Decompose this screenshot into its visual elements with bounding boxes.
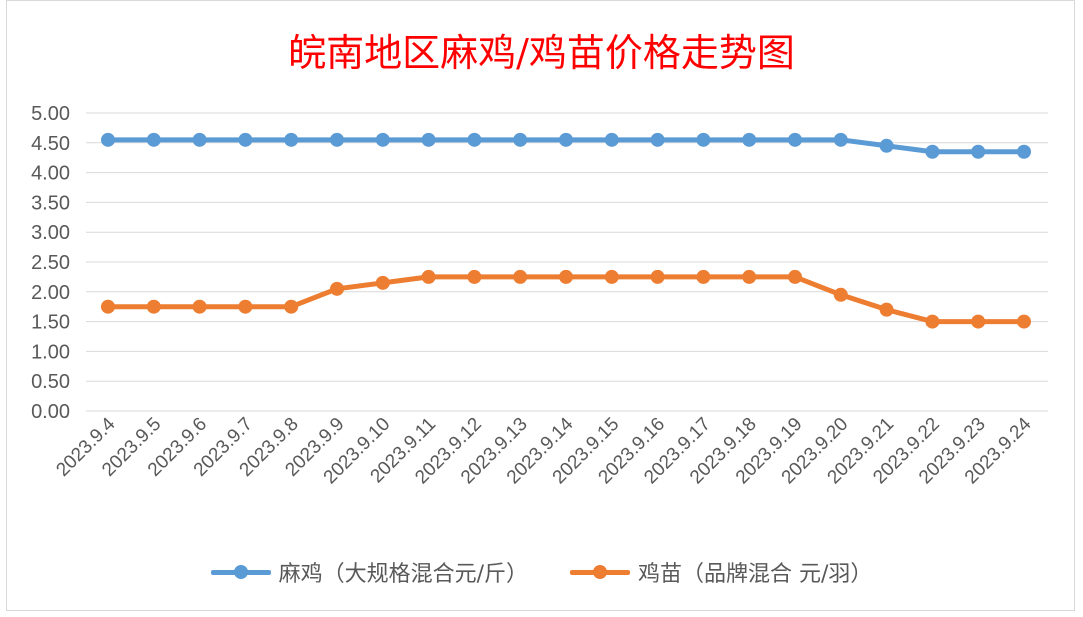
data-point-series-1 (696, 132, 711, 147)
data-point-series-2 (833, 287, 848, 302)
legend-swatch-series-2 (570, 562, 630, 582)
data-point-series-2 (696, 269, 711, 284)
y-tick-label: 3.50 (31, 192, 70, 214)
data-point-series-2 (330, 281, 344, 296)
data-point-series-2 (421, 269, 436, 284)
legend-item-majī: 麻鸡（大规格混合元/斤） (210, 556, 528, 588)
data-point-series-2 (650, 269, 665, 284)
data-point-series-1 (375, 132, 390, 147)
y-tick-label: 4.50 (31, 133, 70, 155)
data-point-series-2 (879, 302, 894, 317)
data-point-series-1 (559, 132, 573, 147)
data-point-series-2 (604, 269, 619, 284)
data-point-series-1 (650, 132, 665, 147)
data-point-series-2 (513, 269, 528, 284)
y-tick-label: 5.00 (31, 103, 70, 125)
data-point-series-1 (284, 132, 299, 147)
y-tick-label: 2.00 (31, 282, 70, 304)
data-point-series-2 (146, 299, 161, 314)
legend-label-series-2: 鸡苗（品牌混合 元/羽） (638, 562, 873, 587)
data-point-series-1 (788, 132, 802, 147)
data-point-series-1 (879, 138, 894, 153)
data-point-series-2 (192, 299, 207, 314)
y-tick-label: 3.00 (31, 222, 70, 244)
data-point-series-1 (513, 132, 528, 147)
y-tick-label: 1.00 (31, 341, 70, 363)
data-point-series-1 (604, 132, 619, 147)
y-tick-label: 2.50 (31, 252, 70, 274)
data-point-series-2 (284, 299, 299, 314)
data-point-series-1 (1017, 144, 1031, 159)
legend-label-series-1: 麻鸡（大规格混合元/斤） (278, 562, 528, 587)
data-point-series-1 (467, 132, 482, 147)
y-tick-label: 0.00 (31, 401, 70, 423)
data-point-series-1 (146, 132, 161, 147)
y-axis-labels: 0.00 0.50 1.00 1.50 2.00 2.50 3.00 3.50 4.00 4.50… (31, 103, 70, 423)
data-point-series-1 (421, 132, 436, 147)
legend-swatch-series-1 (210, 562, 271, 582)
series-layer (101, 132, 1031, 329)
data-point-series-2 (1017, 314, 1031, 329)
data-point-series-1 (742, 132, 757, 147)
data-point-series-1 (192, 132, 207, 147)
data-point-series-2 (101, 299, 115, 314)
data-point-series-2 (467, 269, 482, 284)
data-point-series-1 (330, 132, 344, 147)
data-point-series-2 (788, 269, 802, 284)
data-point-series-1 (971, 144, 986, 159)
y-tick-label: 1.50 (31, 312, 70, 334)
data-point-series-1 (925, 144, 940, 159)
legend-item-jimiao: 鸡苗（品牌混合 元/羽） (570, 556, 872, 588)
y-tick-label: 4.00 (31, 163, 70, 185)
data-point-series-1 (833, 132, 848, 147)
gridlines (86, 112, 1048, 412)
data-point-series-2 (375, 275, 390, 290)
data-point-series-2 (238, 299, 253, 314)
data-point-series-2 (559, 269, 573, 284)
data-point-series-1 (238, 132, 253, 147)
legend: 麻鸡（大规格混合元/斤） 鸡苗（品牌混合 元/羽） (0, 556, 1083, 588)
data-point-series-1 (101, 132, 115, 147)
y-tick-label: 0.50 (31, 371, 70, 393)
data-point-series-2 (742, 269, 757, 284)
x-axis-labels: 2023.9.42023.9.52023.9.62023.9.72023.9.8… (52, 413, 1035, 488)
data-point-series-2 (971, 314, 986, 329)
chart-title: 皖南地区麻鸡/鸡苗价格走势图 (288, 31, 795, 75)
data-point-series-2 (925, 314, 940, 329)
